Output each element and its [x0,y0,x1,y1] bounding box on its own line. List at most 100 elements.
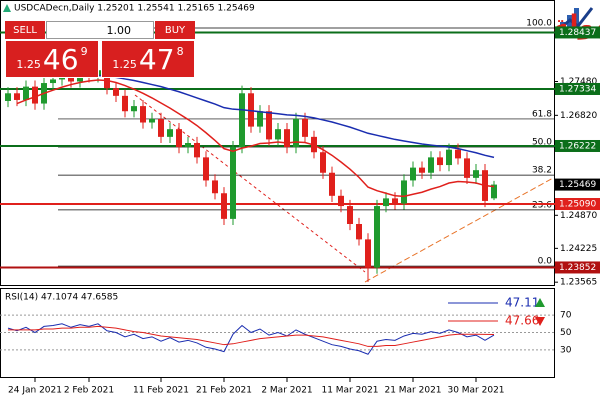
price-box-label: 1.23852 [559,263,596,273]
ask-sup: 8 [176,45,184,58]
candle-body [203,157,209,181]
chart-header: USDCADecn,Daily 1.25201 1.25541 1.25165 … [14,4,255,14]
candle-body [122,95,128,112]
sell-button[interactable]: SELL [5,21,45,39]
x-tick-label: 2 Mar 2021 [261,386,312,396]
candle-body [14,93,20,100]
buy-button[interactable]: BUY [155,21,195,39]
lots-input[interactable]: 1.00 [46,21,154,39]
candle-body [329,172,335,196]
legend-arrow [535,298,545,307]
candle-body [356,224,362,240]
candle-body [320,152,326,173]
bid-sup: 9 [80,45,88,58]
price-box [555,82,600,95]
y-tick-label: 1.24225 [560,244,597,254]
fib-label: 61.8 [532,109,552,119]
candle-body [50,79,56,84]
candle-body [113,88,119,96]
candle-body [194,143,200,158]
candle-body [221,193,227,219]
candle-body [257,111,263,127]
candle-body [68,75,74,82]
candle-body [446,149,452,166]
current-price-label: 1.25469 [559,180,596,190]
legend-value: 47.11 [505,296,539,310]
x-tick-label: 11 Mar 2021 [321,386,378,396]
price-box [555,139,600,152]
main-frame [0,0,555,286]
legend-arrow [535,317,545,326]
bid-big: 46 [42,42,79,76]
ask-big: 47 [138,42,175,76]
candle-body [347,206,353,225]
candle-body [275,129,281,140]
price-box-label: 1.28437 [559,28,596,38]
candle-body [464,158,470,178]
x-tick-label: 30 Mar 2021 [447,386,504,396]
candle-body [131,106,137,112]
candle-body [491,184,497,199]
moving-average [16,79,495,198]
candle-body [212,180,218,194]
candle-body [383,198,389,207]
x-tick-label: 11 Feb 2021 [133,386,189,396]
candle-body [239,93,245,148]
current-price-box [555,178,600,191]
candle-body [473,170,479,178]
bid-prefix: 1.25 [16,58,41,71]
y-tick-label: 1.24870 [560,211,597,221]
ask-panel[interactable]: 1.25 47 8 [101,40,195,78]
x-tick-label: 24 Jan 2021 [8,386,62,396]
price-box [555,198,600,211]
x-tick-label: 21 Mar 2021 [384,386,441,396]
candle-body [419,167,425,173]
candle-body [401,180,407,204]
bid-panel[interactable]: 1.25 46 9 [5,40,99,78]
price-box [555,261,600,274]
candle-body [176,129,182,148]
y-tick-label: 1.27480 [560,77,597,87]
candle-body [230,147,236,219]
candle-body [428,157,434,173]
candle-body [167,129,173,137]
price-box-label: 1.26222 [559,141,596,151]
candle-body [410,167,416,181]
candle-body [266,111,272,140]
price-box-label: 1.27334 [559,84,596,94]
moving-average [97,74,495,159]
candle-body [455,149,461,159]
candle-body [293,118,299,148]
fib-trendline [134,94,366,273]
candle-body [365,239,371,268]
candle-body [140,106,146,123]
candle-body [374,206,380,268]
candle-body [392,198,398,204]
x-tick-label: 2 Feb 2021 [64,386,114,396]
fib-label: 100.0 [526,18,552,28]
y-tick-label: 1.23565 [560,278,597,288]
candle-body [437,157,443,166]
rsi-tick-label: 30 [560,345,572,355]
candle-body [149,118,155,123]
symbol-icon [3,4,11,12]
candle-body [284,129,290,148]
price-box [555,26,600,39]
candle-body [338,195,344,207]
candle-body [5,93,11,101]
candle-body [32,86,38,104]
candle-body [23,86,29,100]
rsi-line [8,325,495,347]
candle-body [185,143,191,148]
fib-label: 0.0 [538,257,553,267]
price-box-label: 1.25090 [559,200,596,210]
rsi-line [7,323,495,355]
fib-label: 50.0 [532,138,552,148]
x-tick-label: 21 Feb 2021 [196,386,252,396]
candle-body [248,93,254,127]
y-tick-label: 1.26820 [560,111,597,121]
rsi-title: RSI(14) 47.1074 47.6585 [5,293,118,303]
legend-value: 47.66 [505,314,539,328]
